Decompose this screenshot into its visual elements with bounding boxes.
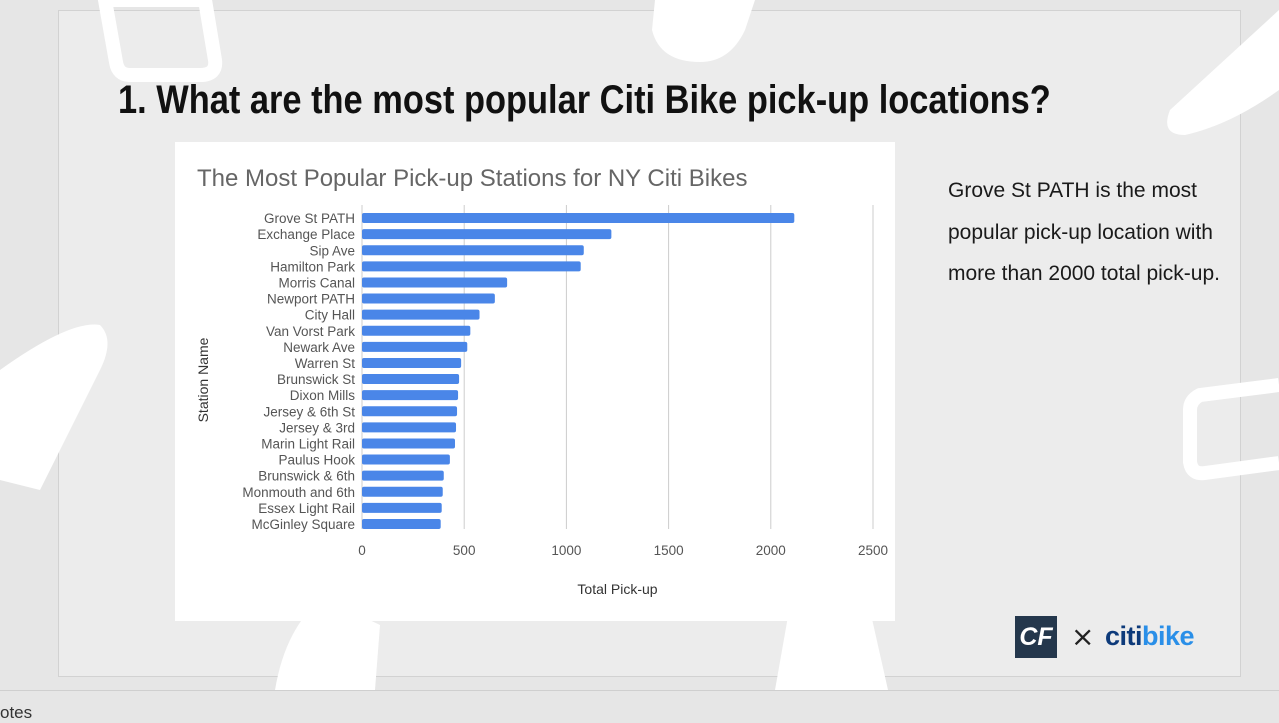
x-axis-label: Total Pick-up bbox=[577, 581, 657, 597]
category-label: Exchange Place bbox=[257, 227, 355, 242]
citibike-logo-citi: citi bbox=[1105, 621, 1143, 651]
chart-card: The Most Popular Pick-up Stations for NY… bbox=[175, 142, 895, 621]
category-label: Marin Light Rail bbox=[261, 436, 355, 451]
bar bbox=[362, 390, 459, 401]
bar bbox=[362, 470, 444, 481]
x-tick-label: 1000 bbox=[551, 543, 581, 558]
bar bbox=[362, 406, 458, 417]
bar bbox=[362, 229, 612, 240]
category-label: Brunswick St bbox=[277, 372, 355, 387]
bar-chart: The Most Popular Pick-up Stations for NY… bbox=[195, 165, 888, 597]
category-label: Van Vorst Park bbox=[266, 324, 355, 339]
category-label: Warren St bbox=[295, 356, 356, 371]
bar bbox=[362, 325, 471, 336]
category-label: Brunswick & 6th bbox=[258, 469, 355, 484]
category-label: Grove St PATH bbox=[264, 211, 355, 226]
bar bbox=[362, 357, 462, 368]
slide-title: 1. What are the most popular Citi Bike p… bbox=[118, 78, 1051, 122]
bar bbox=[362, 293, 495, 304]
category-label: Sip Ave bbox=[309, 243, 355, 258]
bar bbox=[362, 261, 581, 272]
category-label: Newport PATH bbox=[267, 292, 355, 307]
bar bbox=[362, 277, 508, 288]
x-tick-label: 2500 bbox=[858, 543, 888, 558]
notes-divider bbox=[0, 690, 1279, 691]
category-label: Jersey & 6th St bbox=[263, 404, 355, 419]
x-tick-label: 2000 bbox=[756, 543, 786, 558]
bar bbox=[362, 518, 441, 529]
bar bbox=[362, 502, 442, 513]
x-tick-label: 500 bbox=[453, 543, 476, 558]
logo-area: CF × citibike bbox=[1015, 616, 1215, 660]
category-label: Newark Ave bbox=[283, 340, 355, 355]
bar bbox=[362, 309, 480, 320]
category-label: Hamilton Park bbox=[270, 259, 355, 274]
bar bbox=[362, 438, 456, 449]
x-tick-label: 0 bbox=[358, 543, 366, 558]
y-axis-label: Station Name bbox=[195, 337, 211, 422]
bar bbox=[362, 486, 443, 497]
bar bbox=[362, 454, 450, 465]
times-sign: × bbox=[1071, 620, 1095, 653]
chart-title: The Most Popular Pick-up Stations for NY… bbox=[197, 165, 747, 192]
citibike-logo: citibike bbox=[1105, 618, 1195, 654]
x-tick-label: 1500 bbox=[654, 543, 684, 558]
citibike-logo-bike: bike bbox=[1142, 621, 1195, 651]
category-label: Morris Canal bbox=[278, 275, 355, 290]
bar bbox=[362, 374, 460, 385]
bar bbox=[362, 341, 468, 352]
category-label: City Hall bbox=[305, 308, 355, 323]
category-label: Essex Light Rail bbox=[258, 501, 355, 516]
slide-note: Grove St PATH is the most popular pick-u… bbox=[948, 179, 1220, 285]
category-label: Paulus Hook bbox=[278, 453, 355, 468]
category-label: Jersey & 3rd bbox=[279, 420, 355, 435]
bar bbox=[362, 213, 795, 224]
bar bbox=[362, 422, 457, 433]
notes-pane-label[interactable]: otes bbox=[0, 703, 33, 722]
bar bbox=[362, 245, 584, 256]
category-label: McGinley Square bbox=[251, 517, 355, 532]
category-label: Dixon Mills bbox=[290, 388, 356, 403]
category-label: Monmouth and 6th bbox=[242, 485, 355, 500]
cf-logo: CF bbox=[1015, 616, 1057, 658]
